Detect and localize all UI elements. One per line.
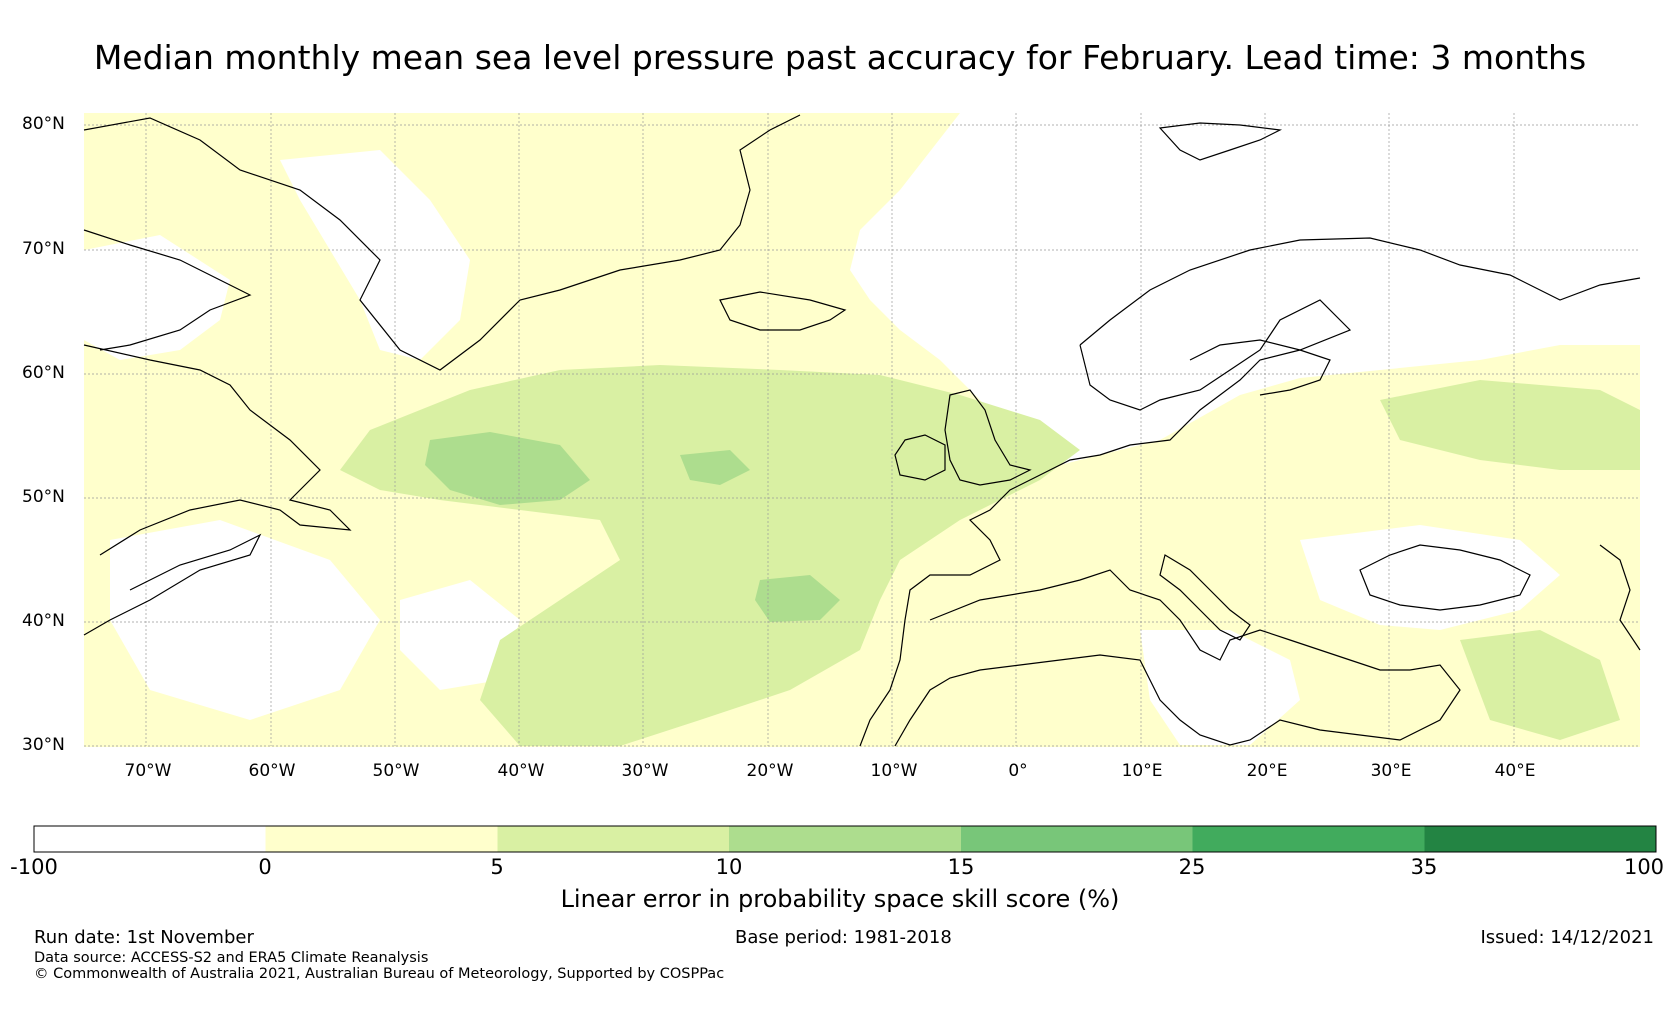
skill-shading [84, 113, 1640, 747]
no-skill-region-west-atlantic [110, 520, 380, 720]
colorbar-label: Linear error in probability space skill … [560, 885, 1120, 913]
lat-tick-label: 50°N [22, 487, 65, 507]
coastline-black-sea [1359, 544, 1531, 611]
run-date: Run date: 1st November [34, 927, 254, 948]
colorbar-segment [1192, 826, 1425, 852]
coastline-iceland [719, 291, 847, 331]
lon-tick-label: 40°W [497, 761, 545, 781]
lon-tick-label: 10°E [1121, 761, 1163, 781]
data-source: Data source: ACCESS-S2 and ERA5 Climate … [34, 950, 429, 966]
colorbar-segment [34, 826, 266, 852]
no-skill-region-mediterranean [1140, 630, 1300, 745]
colorbar-segment [497, 826, 729, 852]
lon-tick-label: 30°E [1370, 761, 1412, 781]
colorbar [33, 825, 1657, 853]
lat-tick-label: 30°N [22, 735, 65, 755]
copyright: © Commonwealth of Australia 2021, Austra… [34, 966, 725, 982]
colorbar-segment [265, 826, 498, 852]
colorbar-tick-label: 15 [947, 855, 975, 879]
no-skill-region-subtropics [400, 580, 520, 690]
coastlines [83, 114, 1641, 747]
colorbar-tick-label: 5 [490, 855, 504, 879]
coastline-british-isles [894, 389, 1032, 486]
coastline-svalbard [1158, 122, 1283, 161]
lon-tick-label: 70°W [124, 761, 172, 781]
colorbar-tick-label: 25 [1178, 855, 1206, 879]
coastline-mediterranean [894, 569, 1461, 747]
colorbar-outline [33, 825, 1657, 853]
skill-band-5-10-levant [1460, 630, 1620, 740]
colorbar-tick-label: 100 [1623, 855, 1665, 879]
coastline-labrador-newfoundland [83, 229, 352, 636]
skill-band-10-15-north [425, 432, 590, 505]
base-period: Base period: 1981-2018 [735, 927, 952, 948]
coastline-scandinavia-baltic [1189, 339, 1331, 396]
colorbar-segment [729, 826, 961, 852]
lon-tick-label: 10°W [870, 761, 918, 781]
lon-tick-label: 0° [1008, 761, 1028, 781]
skill-band-5-10-east [1380, 380, 1640, 470]
lat-tick-label: 40°N [22, 611, 65, 631]
colorbar-tick-label: -100 [10, 855, 58, 879]
gridlines [84, 113, 1640, 747]
map-title: Median monthly mean sea level pressure p… [93, 38, 1587, 77]
lon-tick-label: 40°E [1494, 761, 1536, 781]
lat-tick-label: 70°N [22, 239, 65, 259]
lat-tick-label: 80°N [22, 114, 65, 134]
coastline-greenland [83, 114, 801, 371]
lon-tick-label: 20°E [1246, 761, 1288, 781]
colorbar-segment [961, 826, 1193, 852]
no-skill-region-black-sea [1300, 525, 1560, 630]
colorbar-tick-label: 35 [1410, 855, 1438, 879]
colorbar-segment [1424, 826, 1656, 852]
lon-tick-label: 20°W [746, 761, 794, 781]
colorbar-tick-label: 0 [258, 855, 272, 879]
colorbar-tick-label: 10 [715, 855, 743, 879]
coastline-europe [859, 237, 1641, 747]
lon-tick-label: 30°W [621, 761, 669, 781]
skill-band-10-15-mid [680, 450, 750, 485]
no-skill-region-arctic-europe [850, 113, 1640, 470]
coastline-italy [1159, 554, 1251, 641]
skill-band-10-15-south [755, 575, 840, 622]
lat-tick-label: 60°N [22, 363, 65, 383]
issued-date: Issued: 14/12/2021 [1480, 927, 1654, 948]
coastline-caspian-east [1599, 544, 1641, 651]
lon-tick-label: 50°W [372, 761, 420, 781]
lon-tick-label: 60°W [248, 761, 296, 781]
